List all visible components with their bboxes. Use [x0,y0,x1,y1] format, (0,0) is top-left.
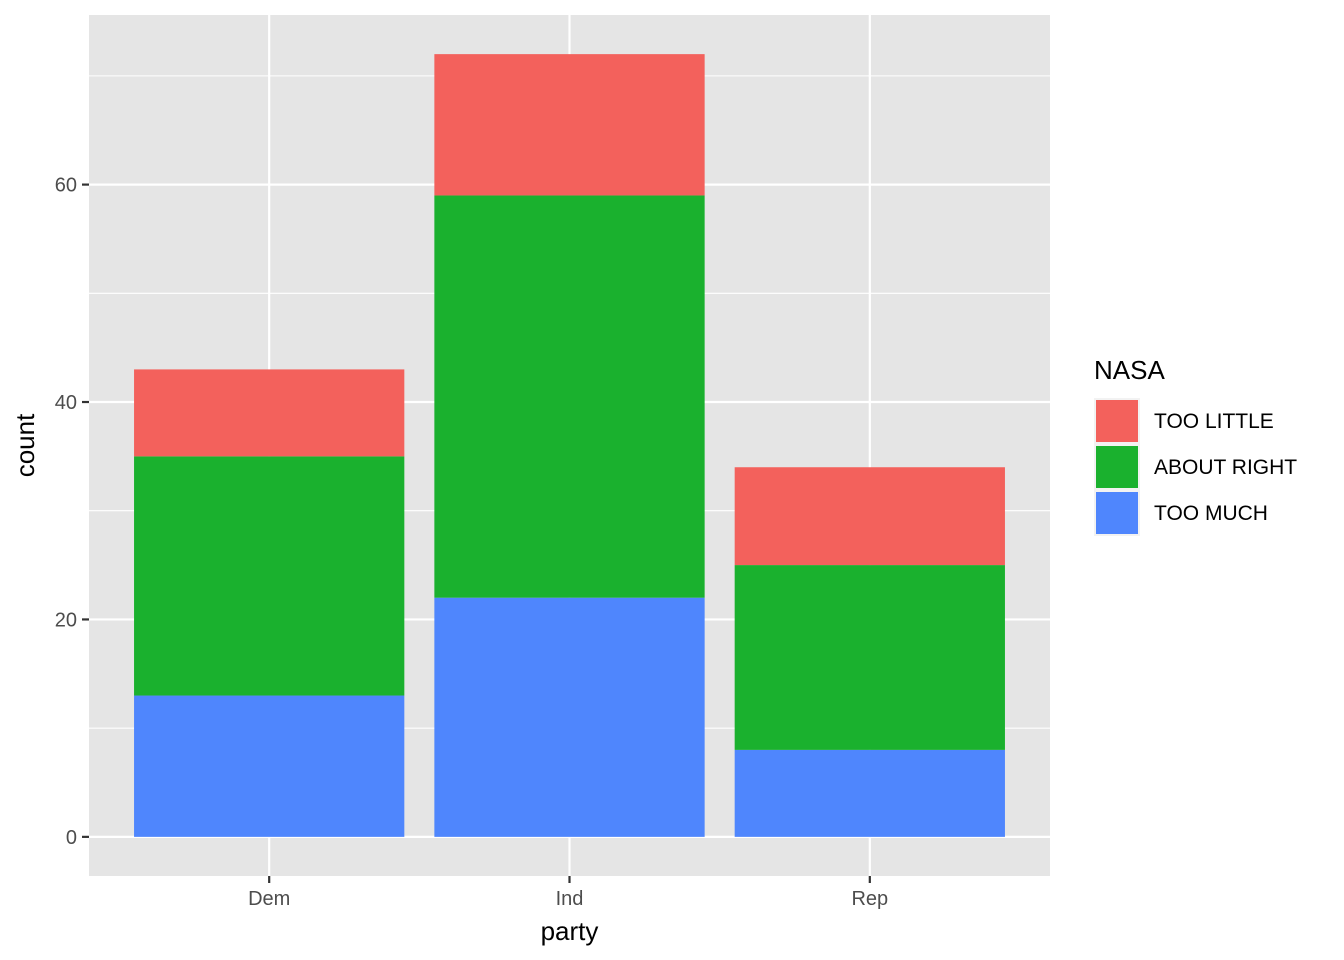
y-tick-label: 20 [55,609,77,631]
y-axis-title: count [10,413,40,477]
legend: NASA TOO LITTLE ABOUT RIGHT TOO MUCH [1094,355,1297,536]
legend-label: ABOUT RIGHT [1154,456,1297,479]
bar-dem-too-much [134,695,405,837]
legend-label: TOO LITTLE [1154,410,1274,433]
legend-swatch [1096,446,1138,488]
bar-ind-too-little [434,54,705,196]
bar-rep-too-little [734,467,1005,566]
bar-ind-about-right [434,195,705,598]
bars [134,54,1005,837]
x-tick-label: Dem [248,888,290,910]
y-tick-label: 0 [66,827,77,849]
x-axis-title: party [541,916,599,946]
bar-rep-about-right [734,565,1005,750]
bar-ind-too-much [434,597,705,837]
y-tick-label: 40 [55,392,77,414]
legend-swatch [1096,400,1138,442]
bar-dem-too-little [134,369,405,457]
y-axis: 0 20 40 60 [55,175,89,849]
bar-dem-about-right [134,456,405,696]
x-tick-label: Ind [556,888,584,910]
x-tick-label: Rep [851,888,888,910]
y-tick-label: 60 [55,175,77,197]
bar-rep-too-much [734,749,1005,837]
legend-label: TOO MUCH [1154,502,1268,525]
x-axis: Dem Ind Rep [248,876,888,910]
legend-title: NASA [1094,355,1165,385]
legend-swatch [1096,492,1138,534]
